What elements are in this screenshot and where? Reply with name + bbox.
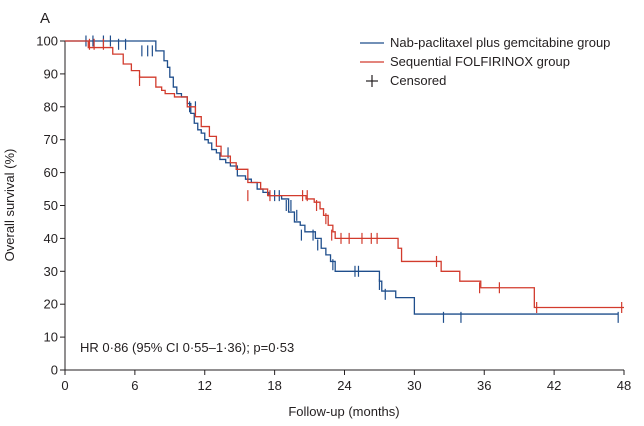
- x-tick-label: 0: [61, 378, 68, 393]
- y-tick-label: 100: [36, 34, 58, 49]
- y-tick-label: 90: [44, 66, 58, 81]
- y-tick-label: 30: [44, 264, 58, 279]
- y-tick-label: 70: [44, 132, 58, 147]
- legend-label-folfirinox: Sequential FOLFIRINOX group: [390, 54, 570, 69]
- y-axis-title: Overall survival (%): [2, 149, 17, 262]
- y-tick-label: 20: [44, 297, 58, 312]
- x-tick-label: 6: [131, 378, 138, 393]
- legend-censored-marker: [366, 75, 378, 87]
- y-tick-label: 80: [44, 99, 58, 114]
- x-axis-ticks: 0 6 12 18 24 30 36 42 48: [61, 370, 631, 393]
- x-tick-label: 12: [198, 378, 212, 393]
- hazard-ratio-annotation: HR 0·86 (95% CI 0·55–1·36); p=0·53: [80, 340, 294, 355]
- x-tick-label: 18: [267, 378, 281, 393]
- axes: [64, 41, 624, 371]
- y-tick-label: 50: [44, 198, 58, 213]
- legend-label-censored: Censored: [390, 73, 446, 88]
- series-layer: [65, 35, 624, 323]
- x-tick-label: 24: [337, 378, 351, 393]
- survival-curve-nab-paclitaxel: [65, 40, 619, 315]
- x-tick-label: 36: [477, 378, 491, 393]
- x-tick-label: 30: [407, 378, 421, 393]
- y-axis-ticks: 0 10 20 30 40 50 60 70 80 90 100: [36, 34, 65, 378]
- x-tick-label: 48: [617, 378, 631, 393]
- y-tick-label: 60: [44, 165, 58, 180]
- legend: Nab-paclitaxel plus gemcitabine group Se…: [360, 35, 610, 88]
- x-tick-label: 42: [547, 378, 561, 393]
- survival-curve-folfirinox: [65, 40, 624, 309]
- y-tick-label: 0: [51, 363, 58, 378]
- y-tick-label: 10: [44, 330, 58, 345]
- x-axis-title: Follow-up (months): [288, 404, 399, 419]
- panel-label: A: [40, 10, 50, 27]
- legend-label-nab-paclitaxel: Nab-paclitaxel plus gemcitabine group: [390, 35, 610, 50]
- y-tick-label: 40: [44, 231, 58, 246]
